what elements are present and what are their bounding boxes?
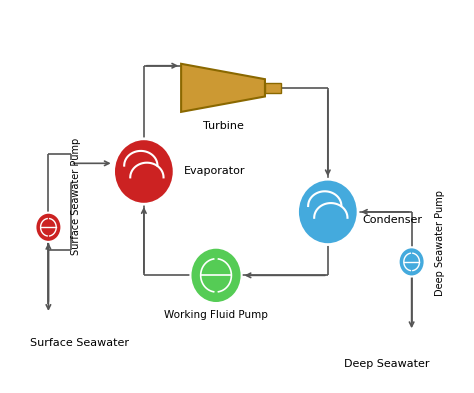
Polygon shape	[265, 83, 281, 93]
Text: Surface Seawater Pump: Surface Seawater Pump	[72, 138, 82, 255]
Ellipse shape	[298, 179, 358, 244]
Text: Condenser: Condenser	[363, 215, 423, 224]
Ellipse shape	[114, 139, 174, 204]
Text: Surface Seawater: Surface Seawater	[30, 338, 129, 348]
Text: Evaporator: Evaporator	[183, 167, 245, 176]
Polygon shape	[181, 64, 265, 112]
Ellipse shape	[36, 213, 62, 242]
Text: Working Fluid Pump: Working Fluid Pump	[164, 310, 268, 320]
Ellipse shape	[399, 247, 425, 277]
Text: Deep Seawater Pump: Deep Seawater Pump	[435, 190, 445, 296]
Text: Turbine: Turbine	[202, 121, 244, 132]
Text: Deep Seawater: Deep Seawater	[344, 359, 429, 369]
Ellipse shape	[191, 248, 242, 303]
